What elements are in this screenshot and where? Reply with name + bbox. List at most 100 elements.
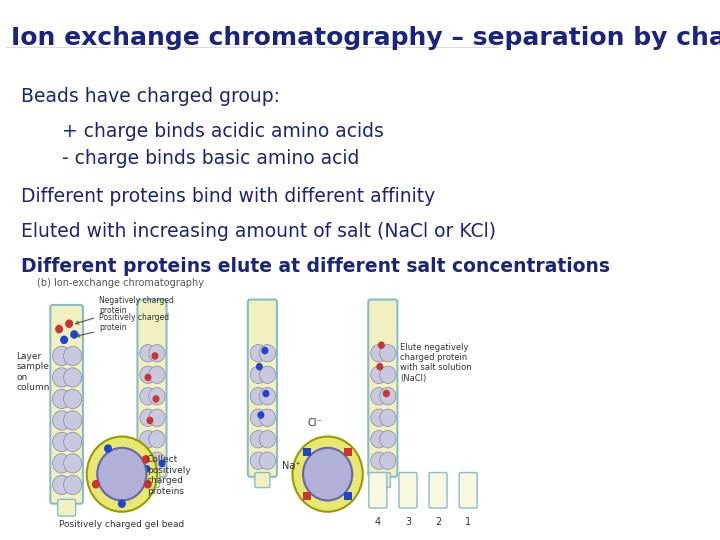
Circle shape	[63, 454, 81, 473]
Text: Cl⁻: Cl⁻	[307, 418, 322, 428]
Circle shape	[70, 330, 78, 339]
Circle shape	[63, 475, 81, 495]
Circle shape	[140, 409, 156, 427]
FancyBboxPatch shape	[145, 472, 160, 488]
Text: (b) Ion-exchange chromatography: (b) Ion-exchange chromatography	[37, 278, 204, 288]
FancyBboxPatch shape	[303, 448, 311, 456]
Text: Elute negatively
charged protein
with salt solution
(NaCl): Elute negatively charged protein with sa…	[400, 342, 472, 383]
Circle shape	[63, 432, 81, 451]
Circle shape	[371, 409, 387, 427]
Circle shape	[378, 341, 385, 349]
FancyBboxPatch shape	[138, 300, 166, 477]
Circle shape	[53, 475, 71, 495]
Circle shape	[153, 395, 160, 403]
Circle shape	[379, 366, 396, 383]
Circle shape	[251, 366, 266, 383]
Circle shape	[151, 352, 158, 360]
Circle shape	[379, 345, 396, 362]
Text: Different proteins bind with different affinity: Different proteins bind with different a…	[22, 187, 436, 206]
Circle shape	[149, 430, 165, 448]
Circle shape	[146, 417, 153, 424]
Circle shape	[63, 368, 81, 387]
Circle shape	[97, 448, 146, 501]
Circle shape	[379, 409, 396, 427]
Circle shape	[63, 389, 81, 409]
Circle shape	[149, 409, 165, 427]
Circle shape	[142, 455, 150, 464]
FancyBboxPatch shape	[248, 300, 277, 477]
Circle shape	[371, 366, 387, 383]
Text: Eluted with increasing amount of salt (NaCl or KCl): Eluted with increasing amount of salt (N…	[22, 221, 497, 241]
Text: Collect
positively
charged
proteins: Collect positively charged proteins	[147, 455, 191, 496]
FancyBboxPatch shape	[255, 472, 270, 488]
Circle shape	[149, 345, 165, 362]
Text: Layer
sample
on
column: Layer sample on column	[17, 352, 50, 392]
Text: Beads have charged group:: Beads have charged group:	[22, 87, 281, 106]
Text: Na⁺: Na⁺	[282, 461, 301, 471]
Circle shape	[259, 366, 276, 383]
Circle shape	[379, 388, 396, 405]
Circle shape	[143, 465, 150, 472]
Circle shape	[55, 325, 63, 333]
Circle shape	[86, 436, 157, 512]
Circle shape	[292, 436, 363, 512]
Circle shape	[144, 480, 152, 489]
FancyBboxPatch shape	[369, 300, 397, 477]
Circle shape	[371, 345, 387, 362]
Text: Negatively charged
protein: Negatively charged protein	[76, 295, 174, 324]
Circle shape	[53, 346, 71, 366]
Circle shape	[63, 346, 81, 366]
Text: + charge binds acidic amino acids: + charge binds acidic amino acids	[62, 122, 384, 141]
Circle shape	[261, 347, 269, 354]
Circle shape	[303, 448, 352, 501]
FancyBboxPatch shape	[399, 472, 417, 508]
Circle shape	[251, 388, 266, 405]
Circle shape	[140, 430, 156, 448]
Circle shape	[60, 335, 68, 344]
FancyBboxPatch shape	[369, 472, 387, 508]
Circle shape	[377, 363, 383, 370]
Text: Ion exchange chromatography – separation by charge: Ion exchange chromatography – separation…	[12, 25, 720, 50]
FancyBboxPatch shape	[50, 305, 83, 504]
Text: 3: 3	[405, 517, 411, 527]
FancyBboxPatch shape	[375, 472, 390, 488]
Circle shape	[371, 452, 387, 469]
Circle shape	[379, 430, 396, 448]
Text: Positively charged
protein: Positively charged protein	[76, 313, 169, 337]
Circle shape	[259, 430, 276, 448]
Circle shape	[251, 430, 266, 448]
Circle shape	[259, 388, 276, 405]
Circle shape	[63, 411, 81, 430]
Circle shape	[383, 390, 390, 397]
Circle shape	[65, 320, 73, 328]
Circle shape	[140, 388, 156, 405]
Circle shape	[149, 452, 165, 469]
Circle shape	[259, 409, 276, 427]
Circle shape	[371, 388, 387, 405]
Circle shape	[53, 411, 71, 430]
Circle shape	[259, 452, 276, 469]
Circle shape	[140, 366, 156, 383]
Circle shape	[149, 388, 165, 405]
Circle shape	[251, 345, 266, 362]
Circle shape	[371, 430, 387, 448]
Circle shape	[104, 444, 112, 453]
Circle shape	[140, 452, 156, 469]
Text: Positively charged gel bead: Positively charged gel bead	[59, 520, 184, 529]
Circle shape	[145, 374, 151, 381]
Circle shape	[53, 368, 71, 387]
Circle shape	[140, 345, 156, 362]
Circle shape	[118, 500, 126, 508]
Text: 1: 1	[465, 517, 472, 527]
Circle shape	[257, 411, 264, 419]
FancyBboxPatch shape	[303, 492, 311, 501]
Circle shape	[53, 389, 71, 409]
Circle shape	[149, 366, 165, 383]
Circle shape	[251, 409, 266, 427]
Circle shape	[53, 454, 71, 473]
Circle shape	[158, 460, 166, 467]
Text: - charge binds basic amino acid: - charge binds basic amino acid	[62, 149, 359, 168]
Text: 4: 4	[375, 517, 381, 527]
Text: Different proteins elute at different salt concentrations: Different proteins elute at different sa…	[22, 256, 611, 275]
Circle shape	[53, 432, 71, 451]
